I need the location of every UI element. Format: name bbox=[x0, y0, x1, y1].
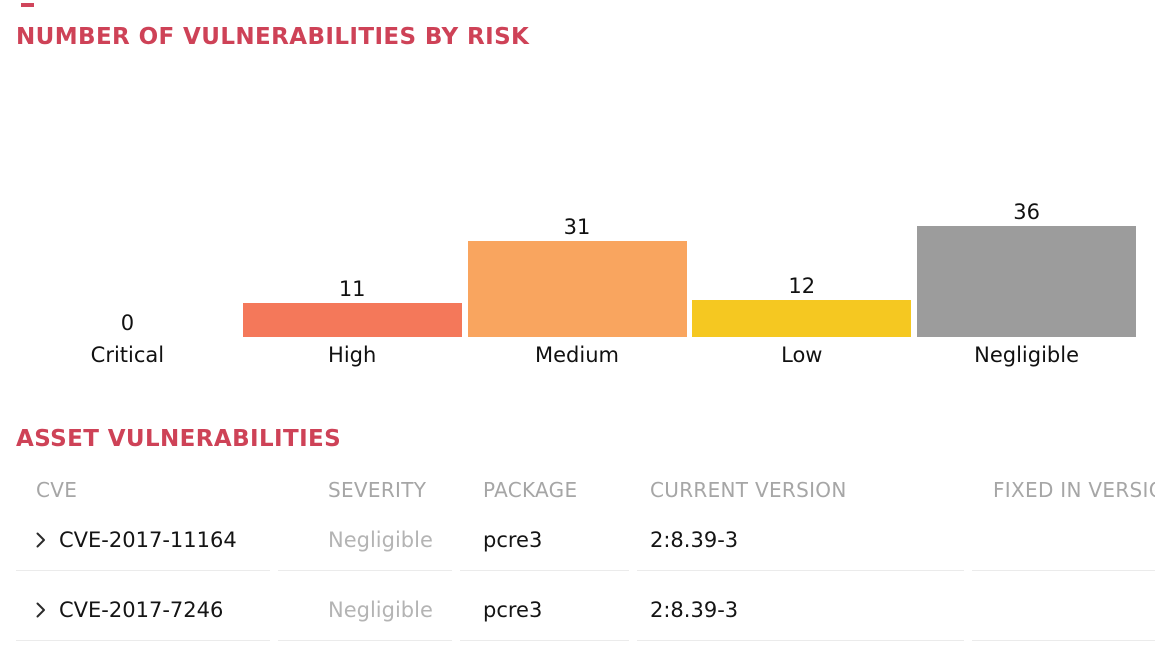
table-row: CVE-2017-7246 Negligible pcre3 2:8.39-3 bbox=[16, 588, 1155, 641]
table-header-row: CVE SEVERITY PACKAGE CURRENT VERSION FIX… bbox=[16, 480, 1155, 501]
package-cell: pcre3 bbox=[460, 518, 629, 571]
chart-section-title: NUMBER OF VULNERABILITIES BY RISK bbox=[16, 24, 530, 50]
cve-id: CVE-2017-11164 bbox=[59, 528, 237, 552]
package-cell: pcre3 bbox=[460, 588, 629, 641]
chart-value-label-negligible: 36 bbox=[1013, 200, 1040, 224]
cve-cell[interactable]: CVE-2017-11164 bbox=[16, 518, 270, 571]
column-header-cve: CVE bbox=[36, 478, 78, 502]
severity-cell: Negligible bbox=[278, 518, 452, 571]
severity-cell: Negligible bbox=[278, 588, 452, 641]
chart-bar-negligible bbox=[917, 226, 1137, 337]
chart-category-label-critical: Critical bbox=[90, 343, 165, 367]
vulnerabilities-by-risk-bar-chart: 0 Critical 11 High 31 Medium 12 Low 36 Negligible bbox=[15, 60, 1139, 372]
chart-bar-high bbox=[242, 303, 462, 337]
cve-id: CVE-2017-7246 bbox=[59, 598, 224, 622]
table-row: CVE-2017-11164 Negligible pcre3 2:8.39-3 bbox=[16, 518, 1155, 571]
column-header-package: PACKAGE bbox=[483, 478, 578, 502]
vulnerability-dashboard: { "page": { "background": "#FFFFFF", "ac… bbox=[15, 3, 1155, 641]
chart-bar-medium bbox=[467, 241, 687, 337]
column-header-severity: SEVERITY bbox=[328, 478, 427, 502]
column-header-fixed-in-version: FIXED IN VERSION bbox=[993, 478, 1155, 502]
table-section-title: ASSET VULNERABILITIES bbox=[16, 426, 342, 452]
chart-category-label-negligible: Negligible bbox=[974, 343, 1080, 367]
clipped-accent-mark bbox=[21, 3, 34, 7]
chart-value-label-critical: 0 bbox=[120, 311, 135, 335]
chevron-right-icon[interactable] bbox=[36, 602, 46, 618]
chart-value-label-low: 12 bbox=[788, 274, 816, 298]
cve-cell[interactable]: CVE-2017-7246 bbox=[16, 588, 270, 641]
asset-vulnerabilities-table: CVE SEVERITY PACKAGE CURRENT VERSION FIX… bbox=[16, 480, 1155, 658]
fixed-in-version-cell bbox=[972, 588, 1155, 641]
fixed-in-version-cell bbox=[972, 518, 1155, 571]
column-header-current-version: CURRENT VERSION bbox=[650, 478, 847, 502]
current-version-cell: 2:8.39-3 bbox=[637, 518, 964, 571]
chart-category-label-low: Low bbox=[781, 343, 823, 367]
chart-category-label-high: High bbox=[328, 343, 377, 367]
chart-category-label-medium: Medium bbox=[535, 343, 619, 367]
current-version-cell: 2:8.39-3 bbox=[637, 588, 964, 641]
chart-value-label-high: 11 bbox=[338, 277, 366, 301]
chart-bar-low bbox=[692, 300, 912, 337]
chart-value-label-medium: 31 bbox=[563, 215, 591, 239]
chevron-right-icon[interactable] bbox=[36, 532, 46, 548]
